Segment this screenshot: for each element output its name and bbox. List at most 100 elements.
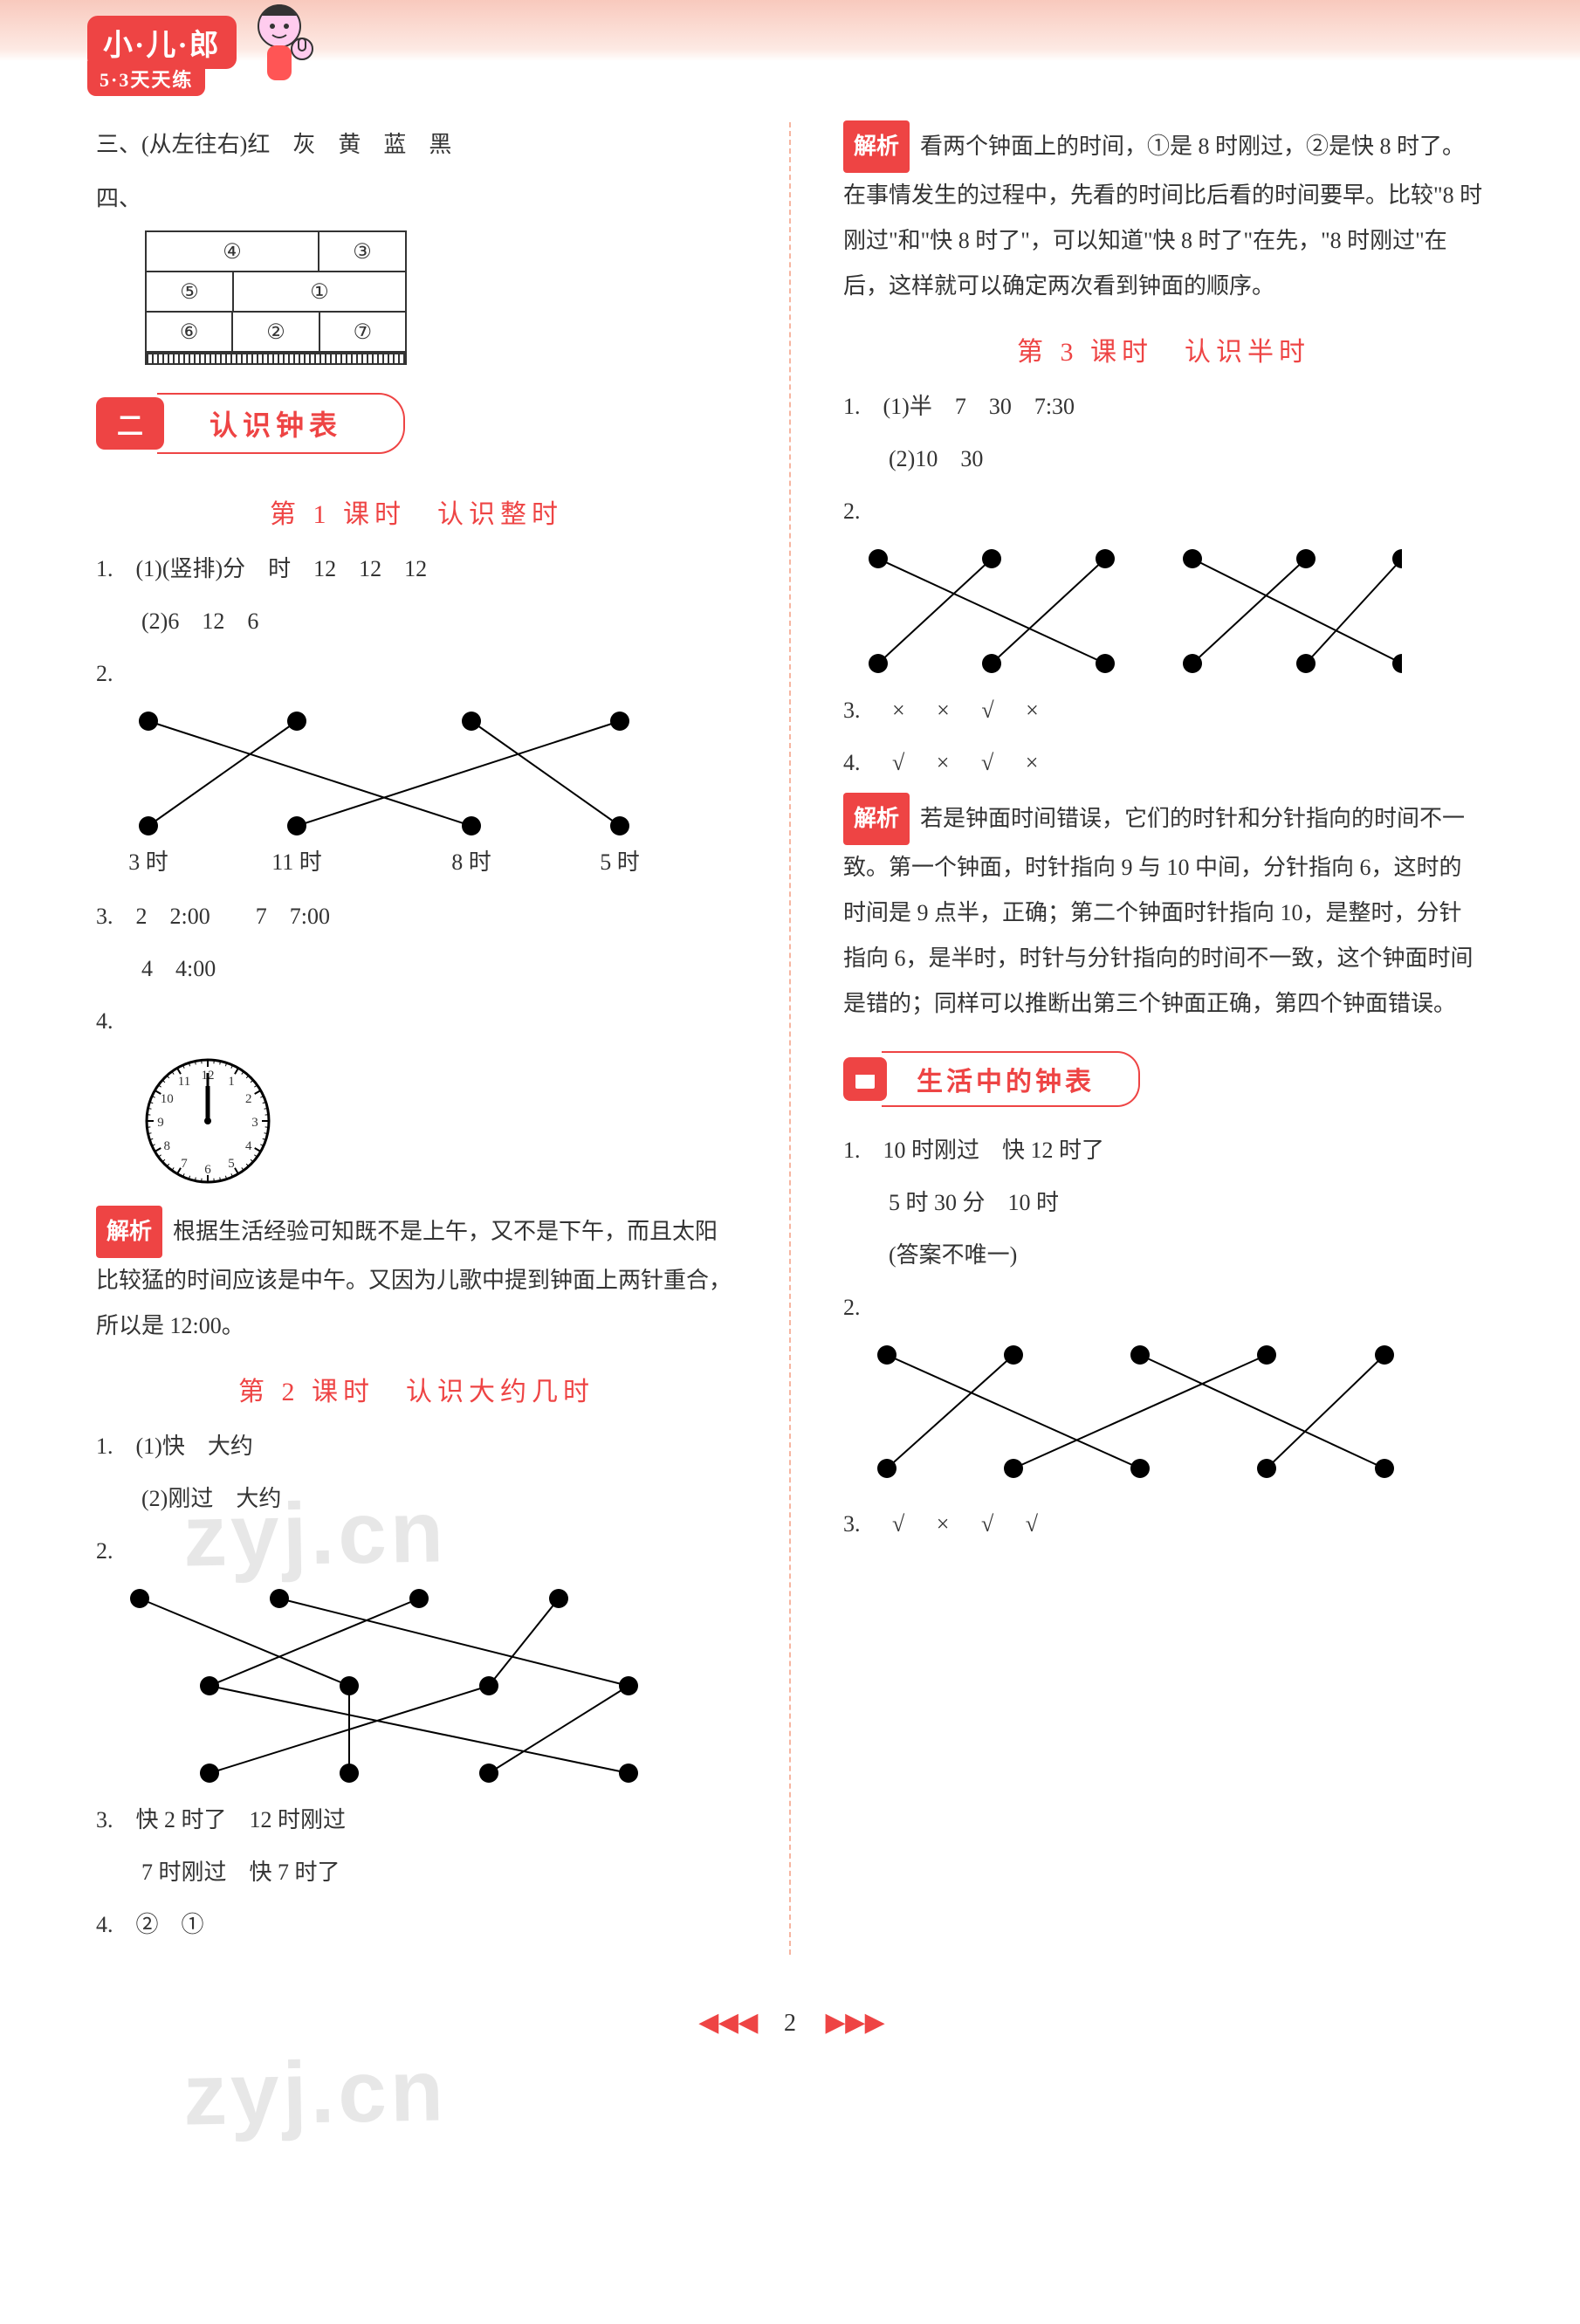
chapter-badge: 二 认识钟表: [96, 393, 405, 454]
clock-face: 123456789101112: [138, 1051, 737, 1197]
shelf-row: ⑤ ①: [147, 272, 405, 313]
l3-q4: 4. √ × √ ×: [843, 740, 1484, 786]
sub-title: 生活中的钟表: [882, 1051, 1140, 1107]
sub-badge: 生活中的钟表: [843, 1051, 1140, 1107]
l3-analysis: 解析若是钟面时间错误，它们的时针和分针指向的时间不一致。第一个钟面，时针指向 9…: [843, 793, 1484, 1027]
l2-q2-label: 2.: [96, 1529, 737, 1574]
svg-text:10: 10: [161, 1092, 174, 1106]
svg-text:8: 8: [163, 1139, 170, 1153]
analysis-text: 根据生活经验可知既不是上午，又不是下午，而且太阳比较猛的时间应该是中午。又因为儿…: [96, 1219, 732, 1338]
svg-text:2: 2: [245, 1092, 252, 1106]
lesson3-title: 第 3 课时 认识半时: [843, 330, 1484, 368]
q4-label: 四、: [96, 186, 141, 211]
content-columns: 三、(从左往右)红 灰 黄 蓝 黑 四、 ④ ③ ⑤ ① ⑥ ② ⑦: [0, 61, 1580, 1990]
life-q3: 3. √ × √ √: [843, 1502, 1484, 1547]
q4-line: 四、: [96, 176, 737, 222]
book-icon: [843, 1057, 887, 1101]
svg-text:4: 4: [245, 1139, 252, 1153]
l2-q2-chart: [96, 1581, 655, 1791]
svg-text:3: 3: [251, 1116, 258, 1130]
svg-text:5 时: 5 时: [600, 849, 640, 875]
svg-text:9: 9: [157, 1116, 164, 1130]
q3-text: (从左往右)红 灰 黄 蓝 黑: [141, 132, 451, 157]
q4-label: 4.: [843, 750, 861, 775]
mascot-icon: [244, 0, 323, 102]
shelf-cell: ⑥: [147, 313, 233, 351]
logo-subtitle: 5·3天天练: [87, 61, 205, 96]
mark: ×: [937, 1511, 950, 1537]
l1-q1: 1. (1)(竖排)分 时 12 12 12: [96, 547, 737, 592]
clock-icon: 123456789101112: [138, 1051, 278, 1191]
svg-text:3 时: 3 时: [128, 849, 168, 875]
l1-q3: 3. 2 2:00 7 7:00: [96, 894, 737, 939]
shelf-cell: ①: [234, 272, 405, 311]
q3-line: 三、(从左往右)红 灰 黄 蓝 黑: [96, 122, 737, 168]
shelf-base: [147, 353, 405, 363]
l2-q3: 3. 快 2 时了 12 时刚过: [96, 1798, 737, 1843]
l1-analysis: 解析根据生活经验可知既不是上午，又不是下午，而且太阳比较猛的时间应该是中午。又因…: [96, 1206, 737, 1349]
l2-q4: 4. ② ①: [96, 1902, 737, 1948]
q3-label: 3.: [843, 698, 861, 723]
l1-q1b: (2)6 12 6: [96, 599, 737, 644]
left-column: 三、(从左往右)红 灰 黄 蓝 黑 四、 ④ ③ ⑤ ① ⑥ ② ⑦: [96, 113, 737, 1955]
l3-q2-label: 2.: [843, 489, 1484, 534]
shelf-row: ④ ③: [147, 232, 405, 272]
footer: ◀ ◀ ◀ 2 ▶ ▶ ▶: [0, 1990, 1580, 2073]
shelf-cell: ④: [147, 232, 319, 271]
q3-label: 三、: [96, 132, 141, 157]
mark: √: [981, 750, 993, 775]
mark: √: [1026, 1511, 1038, 1537]
svg-text:11: 11: [178, 1075, 190, 1089]
page: 小·儿·郎 5·3天天练 zyj.cn zyj.cn 三、(从左往右)红 灰 黄…: [0, 0, 1580, 2324]
right-column: 解析看两个钟面上的时间，①是 8 时刚过，②是快 8 时了。在事情发生的过程中，…: [843, 113, 1484, 1955]
lesson1-title: 第 1 课时 认识整时: [96, 492, 737, 531]
analysis-text: 若是钟面时间错误，它们的时针和分针指向的时间不一致。第一个钟面，时针指向 9 与…: [843, 806, 1474, 1016]
column-divider: [789, 122, 791, 1955]
analysis-tag: 解析: [96, 1206, 162, 1258]
q3-label: 3.: [843, 1511, 861, 1537]
mark: ×: [1026, 698, 1039, 723]
shelf-diagram: ④ ③ ⑤ ① ⑥ ② ⑦: [145, 230, 407, 365]
shelf-row: ⑥ ② ⑦: [147, 313, 405, 353]
arrow-left-icon: ◀ ◀ ◀: [698, 2008, 754, 2037]
analysis-text: 看两个钟面上的时间，①是 8 时刚过，②是快 8 时了。在事情发生的过程中，先看…: [843, 134, 1482, 299]
shelf-cell: ③: [319, 232, 405, 271]
l1-q4-label: 4.: [96, 999, 737, 1044]
mark: ×: [1026, 750, 1039, 775]
life-q1c: (答案不唯一): [843, 1233, 1484, 1278]
l3-q1: 1. (1)半 7 30 7:30: [843, 384, 1484, 430]
header-bar: 小·儿·郎 5·3天天练: [0, 0, 1580, 61]
svg-text:5: 5: [228, 1157, 235, 1171]
mark: √: [892, 1511, 904, 1537]
page-number: 2: [784, 2010, 796, 2038]
l3-q2-chart: [843, 541, 1402, 681]
svg-text:6: 6: [204, 1163, 211, 1177]
analysis-tag: 解析: [843, 793, 910, 845]
svg-text:8 时: 8 时: [451, 849, 491, 875]
mark: √: [981, 1511, 993, 1537]
l2-q1: 1. (1)快 大约: [96, 1424, 737, 1469]
shelf-cell: ⑤: [147, 272, 234, 311]
lesson2-title: 第 2 课时 认识大约几时: [96, 1370, 737, 1408]
arrow-right-icon: ▶ ▶ ▶: [826, 2008, 882, 2037]
mark: ×: [892, 698, 905, 723]
mark: ×: [937, 698, 950, 723]
l2-q1b: (2)刚过 大约: [96, 1476, 737, 1522]
shelf-cell: ②: [233, 313, 319, 351]
mark: √: [981, 698, 993, 723]
analysis-tag: 解析: [843, 120, 910, 173]
mark: √: [892, 750, 904, 775]
l3-q1b: (2)10 30: [843, 437, 1484, 482]
l1-q3b: 4 4:00: [96, 946, 737, 992]
l1-q2-chart: 3 时11 时8 时5 时: [96, 704, 655, 887]
mark: ×: [937, 750, 950, 775]
life-q1b: 5 时 30 分 10 时: [843, 1180, 1484, 1226]
shelf-cell: ⑦: [320, 313, 405, 351]
chapter-num: 二: [96, 397, 164, 450]
r-analysis1: 解析看两个钟面上的时间，①是 8 时刚过，②是快 8 时了。在事情发生的过程中，…: [843, 120, 1484, 309]
l3-q3: 3. × × √ ×: [843, 688, 1484, 733]
life-q2-label: 2.: [843, 1285, 1484, 1330]
life-q2-chart: [843, 1337, 1402, 1495]
l2-q3b: 7 时刚过 快 7 时了: [96, 1850, 737, 1895]
svg-text:1: 1: [228, 1075, 235, 1089]
